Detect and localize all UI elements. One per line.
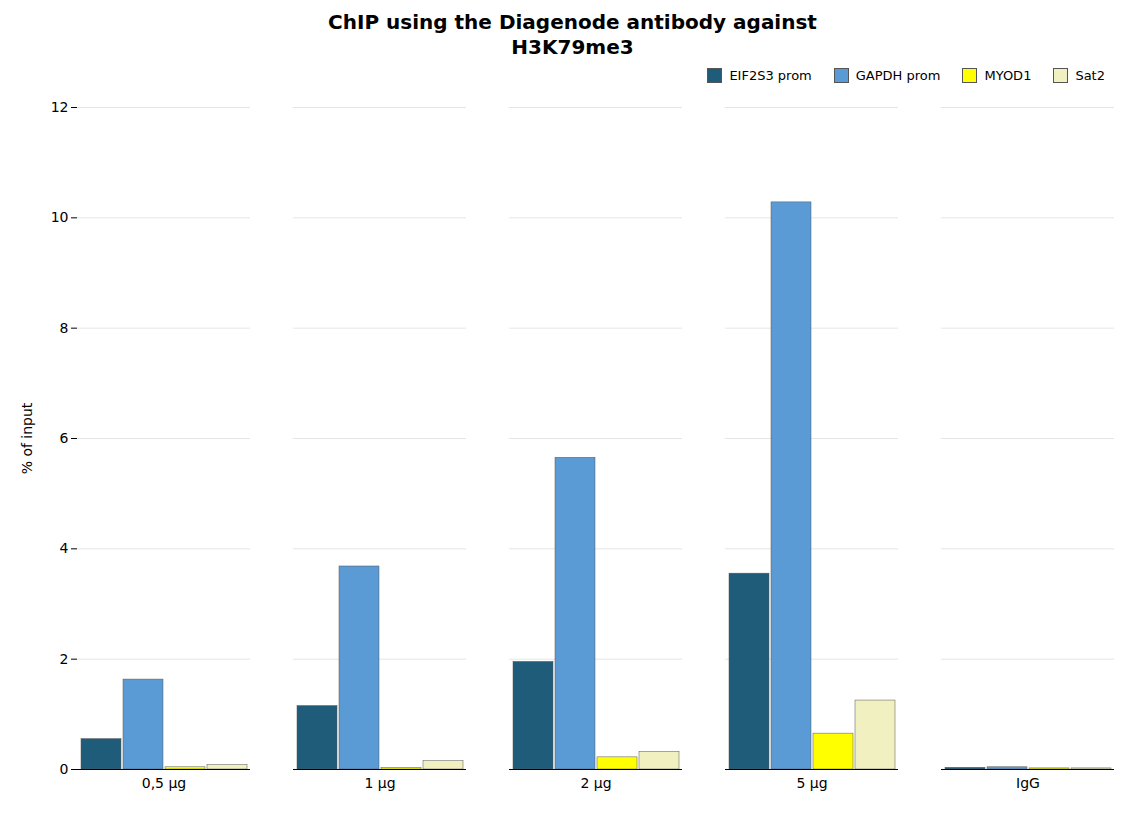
svg-text:1 μg: 1 μg: [364, 775, 395, 791]
svg-text:% of input: % of input: [19, 402, 35, 474]
html-text:GAPDH prom: GAPDH prom: [855, 68, 941, 83]
svg-text:6: 6: [60, 430, 69, 446]
html-text:MYOD1: MYOD1: [984, 68, 1032, 83]
html-text:ChIP using the Diagenode antib: ChIP using the Diagenode antibody agains…: [328, 10, 817, 59]
svg-text:10: 10: [51, 209, 69, 225]
svg-text:12: 12: [51, 99, 69, 115]
svg-text:4: 4: [60, 540, 69, 556]
svg-text:0: 0: [60, 761, 69, 777]
svg-text:8: 8: [60, 320, 69, 336]
svg-text:5 μg: 5 μg: [796, 775, 827, 791]
html-text:Sat2: Sat2: [1075, 68, 1105, 83]
svg-text:2 μg: 2 μg: [580, 775, 611, 791]
svg-text:0,5 μg: 0,5 μg: [142, 775, 187, 791]
svg-text:IgG: IgG: [1016, 775, 1040, 791]
svg-text:2: 2: [60, 651, 69, 667]
html-text:EIF2S3 prom: EIF2S3 prom: [729, 68, 812, 83]
